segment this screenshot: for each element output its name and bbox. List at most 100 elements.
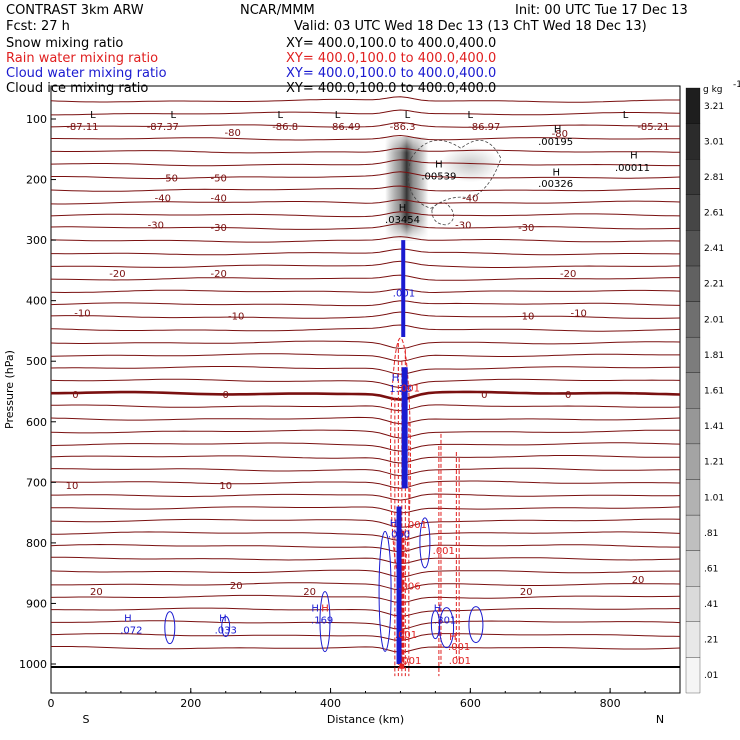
cloud-water-contours bbox=[164, 240, 484, 664]
isotherm bbox=[51, 493, 681, 501]
cloud-water-contour bbox=[378, 530, 392, 652]
isotherm bbox=[50, 633, 681, 642]
isotherm bbox=[50, 480, 681, 489]
extremum-marker: H bbox=[630, 150, 638, 161]
isotherm-label: 0 bbox=[223, 390, 229, 401]
rain-label: .001 bbox=[449, 656, 471, 667]
cloud-water-label: .033 bbox=[215, 626, 237, 637]
snow-shading bbox=[385, 137, 502, 241]
extremum-marker: L bbox=[405, 110, 411, 121]
isotherm bbox=[51, 607, 680, 617]
cloud-ice-contour bbox=[408, 139, 502, 209]
isotherm-label: 20 bbox=[90, 587, 103, 598]
rain-label: .001 bbox=[448, 642, 470, 653]
colorbar-swatch bbox=[685, 230, 701, 267]
field-xy-snow: XY= 400.0,100.0 to 400.0,400.0 bbox=[286, 36, 496, 51]
snow-max-label: .00195 bbox=[538, 137, 573, 148]
isotherm bbox=[51, 582, 681, 591]
extremum-marker: L bbox=[277, 110, 283, 121]
x-tick-label: 800 bbox=[600, 697, 621, 710]
x-tick-label: 600 bbox=[460, 697, 481, 710]
x-tick-label: 200 bbox=[180, 697, 201, 710]
colorbar-level: 1.01 bbox=[704, 493, 724, 503]
colorbar-swatch bbox=[685, 265, 701, 302]
snow-column-fade bbox=[385, 137, 429, 241]
isotherm bbox=[50, 121, 680, 128]
isotherm bbox=[51, 109, 681, 116]
isotherm bbox=[50, 274, 680, 281]
colorbar-level: 3.01 bbox=[704, 137, 724, 147]
cloud-water-contour bbox=[319, 591, 331, 653]
isotherm-label: -20 bbox=[109, 269, 125, 280]
colorbar-swatch bbox=[685, 621, 701, 658]
isotherm bbox=[50, 594, 681, 604]
colorbar-swatch bbox=[685, 657, 701, 694]
isotherm-label: -85.21 bbox=[637, 122, 669, 133]
field-name-snow: Snow mixing ratio bbox=[6, 36, 123, 51]
isotherm-label: 10 bbox=[219, 481, 232, 492]
cloud-water-label: H bbox=[390, 519, 398, 530]
y-tick-label: 700 bbox=[26, 476, 47, 489]
isotherm bbox=[50, 159, 680, 167]
colorbar-level: .01 bbox=[704, 671, 718, 681]
isotherm bbox=[50, 518, 681, 528]
x-end-label-north: N bbox=[656, 713, 664, 726]
isotherm-label: -40 bbox=[211, 193, 227, 204]
extremum-marker: L bbox=[90, 110, 96, 121]
isotherm-label: -10 bbox=[74, 308, 90, 319]
isotherm bbox=[50, 324, 681, 332]
extremum-marker: L bbox=[335, 110, 341, 121]
isotherm-label: -80 bbox=[225, 128, 241, 139]
colorbar-level: 1.21 bbox=[704, 458, 724, 468]
colorbar-level: 1.81 bbox=[704, 351, 724, 361]
cloud-water-label: H bbox=[219, 614, 227, 625]
y-tick-label: 900 bbox=[26, 597, 47, 610]
isotherm-label: 0 bbox=[481, 390, 487, 401]
cloud-water-contour bbox=[164, 611, 176, 645]
field-name-rain: Rain water mixing ratio bbox=[6, 51, 158, 66]
colorbar: .01 .21 .41 .61 .81 1.01 1.21 1.41 1.61 1.81 2.01 2… bbox=[685, 80, 740, 694]
snow-patch bbox=[440, 146, 501, 183]
isotherm-label: 20 bbox=[632, 575, 645, 586]
isotherm bbox=[50, 96, 680, 103]
snow-max-label: .00539 bbox=[421, 172, 456, 183]
isotherm-label: 20 bbox=[230, 581, 243, 592]
rain-label: H bbox=[321, 603, 329, 614]
isotherm bbox=[50, 340, 681, 350]
isotherm-label: -10 bbox=[518, 311, 534, 322]
colorbar-level: 1.61 bbox=[704, 387, 724, 397]
isotherm bbox=[50, 416, 681, 425]
isotherm-label: -30 bbox=[148, 221, 164, 232]
isotherm-label: 20 bbox=[303, 587, 316, 598]
x-tick-label: 0 bbox=[48, 697, 55, 710]
colorbar-swatch bbox=[685, 443, 701, 480]
colorbar-swatch bbox=[685, 586, 701, 622]
institution: NCAR/MMM bbox=[240, 3, 315, 18]
isotherm bbox=[50, 442, 681, 452]
colorbar-level: 2.21 bbox=[704, 280, 724, 290]
isotherm-label: -40 bbox=[462, 193, 478, 204]
colorbar-level: 2.01 bbox=[704, 315, 724, 325]
x-end-label-south: S bbox=[83, 713, 90, 726]
colorbar-level: .21 bbox=[704, 636, 718, 646]
valid-time: Valid: 03 UTC Wed 18 Dec 13 (13 ChT Wed … bbox=[294, 19, 647, 34]
extremum-marker: H bbox=[553, 167, 561, 178]
cloud-water-label: H bbox=[434, 603, 442, 614]
extremum-marker: L bbox=[623, 110, 629, 121]
isotherm bbox=[50, 543, 680, 553]
isotherm-label: 0 bbox=[565, 390, 571, 401]
cloud-water-label: .169 bbox=[311, 615, 333, 626]
isotherm bbox=[51, 620, 681, 630]
isotherm bbox=[50, 353, 680, 362]
y-tick-label: 100 bbox=[26, 113, 47, 126]
isotherm bbox=[51, 506, 681, 514]
isotherm bbox=[50, 185, 680, 192]
isotherm bbox=[50, 211, 681, 218]
colorbar-swatch bbox=[685, 514, 701, 551]
colorbar-level: .81 bbox=[704, 529, 718, 539]
cloud-water-contour bbox=[439, 607, 455, 649]
rain-label: .001 bbox=[433, 546, 455, 557]
isotherm-label: -20 bbox=[211, 269, 227, 280]
cloud-water-label: .072 bbox=[120, 626, 142, 637]
